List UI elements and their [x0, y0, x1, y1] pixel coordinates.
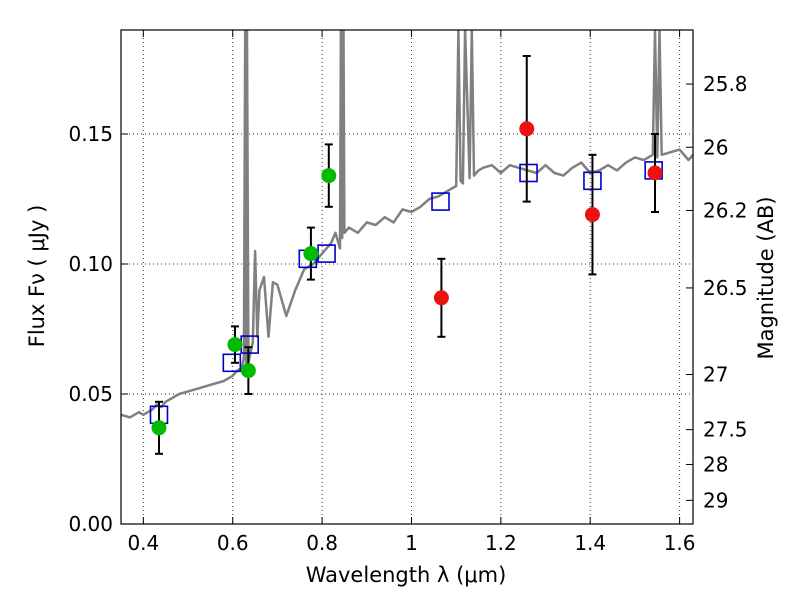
x-tick-label: 0.4 [127, 531, 159, 555]
y2-tick-label: 26 [703, 135, 728, 159]
x-tick-label: 1.6 [664, 531, 696, 555]
y-tick-label: 0.15 [68, 122, 113, 146]
y2-tick-label: 27 [703, 363, 728, 387]
grid-layer [121, 30, 693, 525]
plot-frame [120, 29, 694, 525]
y-tick-label: 0.00 [68, 512, 113, 536]
y-tick-label: 0.10 [68, 252, 113, 276]
points-layer [149, 55, 663, 455]
model-spectrum-line [121, 30, 693, 419]
frame-layer [120, 29, 694, 525]
x-tick-label: 1 [405, 531, 418, 555]
green-point [240, 363, 256, 379]
x-tick-label: 1.2 [485, 531, 517, 555]
ticks-layer: 0.4 0.6 0.8 1 1.2 1.4 1.6 0.00 0.05 0.10 0.15 25.8 2… [68, 30, 748, 555]
x-tick-label: 1.4 [574, 531, 606, 555]
green-point [321, 168, 337, 184]
red-point [584, 207, 600, 223]
model-photometry-square [431, 192, 450, 211]
green-point [227, 337, 243, 353]
green-point [303, 246, 319, 262]
x-tick-label: 0.6 [217, 531, 249, 555]
model-spectrum-layer [121, 30, 693, 419]
y2-tick-label: 28 [703, 452, 728, 476]
model-photometry-square [519, 163, 538, 183]
y2-tick-label: 26.2 [703, 198, 748, 222]
red-point [433, 290, 449, 306]
red-point [519, 121, 535, 137]
y-axis-label: Flux Fν ( μJy ) [25, 205, 49, 348]
x-tick-label: 0.8 [306, 531, 338, 555]
y2-tick-label: 26.5 [703, 276, 748, 300]
y2-tick-label: 25.8 [703, 72, 748, 96]
y2-axis-label: Magnitude (AB) [754, 196, 778, 359]
y-tick-label: 0.05 [68, 382, 113, 406]
green-point [151, 420, 167, 436]
y2-tick-label: 27.5 [703, 418, 748, 442]
x-axis-label: Wavelength λ (μm) [306, 563, 507, 587]
red-point [647, 165, 663, 181]
y2-tick-label: 29 [703, 488, 728, 512]
model-photometry-square [222, 353, 242, 373]
